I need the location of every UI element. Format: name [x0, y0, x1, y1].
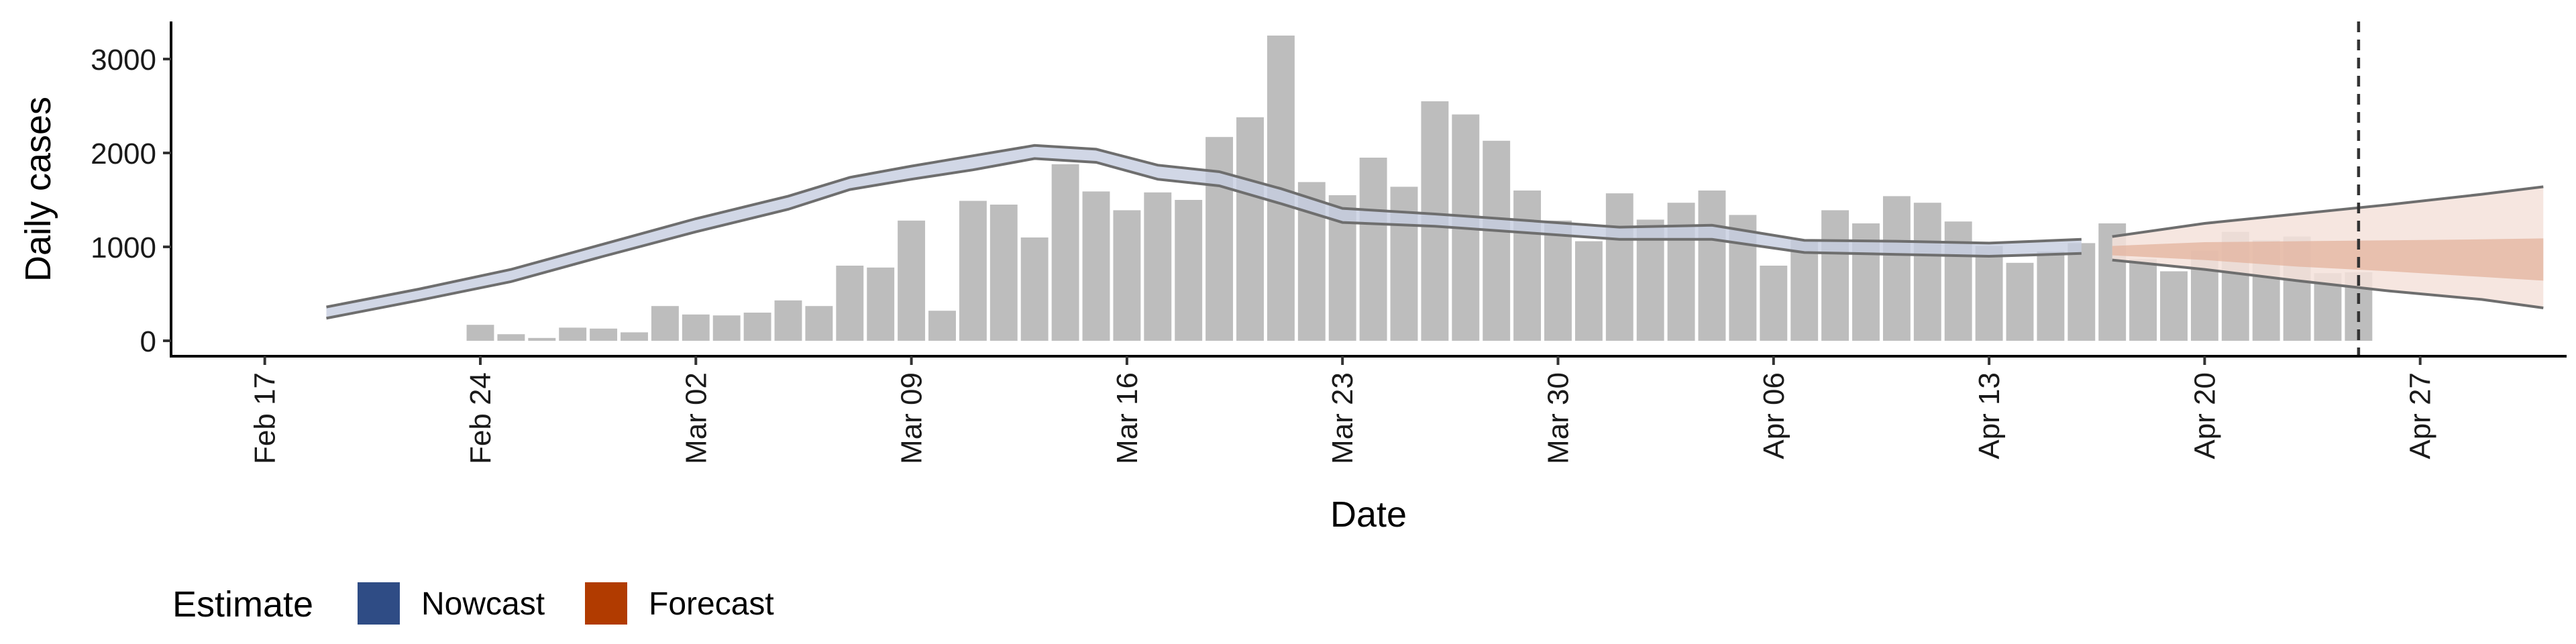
bar — [1359, 158, 1387, 341]
bar — [1760, 266, 1788, 341]
x-tick-label: Apr 13 — [1973, 372, 2006, 460]
x-tick-label: Feb 24 — [464, 372, 497, 464]
bar — [1944, 221, 1972, 341]
bar — [466, 325, 494, 341]
legend-title: Estimate — [172, 584, 313, 625]
nowcast-band-fill — [326, 145, 2082, 319]
bar — [1790, 239, 1819, 341]
bar — [805, 306, 833, 341]
nowcast-upper-line — [326, 144, 2082, 309]
bar — [2129, 259, 2157, 341]
bar — [1205, 137, 1234, 341]
legend-swatch-nowcast — [358, 582, 400, 625]
x-tick-label: Apr 20 — [2188, 372, 2221, 460]
bar — [1051, 164, 1079, 341]
bar — [621, 332, 648, 341]
bar — [743, 313, 771, 341]
forecast-upper-line — [2112, 185, 2544, 238]
x-tick-label: Apr 27 — [2404, 372, 2437, 460]
y-axis-ticks: 0 1000 2000 3000 — [91, 44, 171, 358]
bar — [774, 300, 802, 341]
case-bars — [466, 36, 2373, 341]
x-axis-title: Date — [1330, 494, 1407, 535]
bar — [1020, 237, 1049, 341]
bar — [1913, 203, 1941, 341]
bar — [1975, 246, 2003, 341]
bar — [682, 314, 710, 341]
legend-swatch-forecast — [585, 582, 627, 625]
bar — [1144, 192, 1172, 341]
bar — [898, 220, 926, 341]
x-tick-label: Mar 09 — [896, 372, 928, 464]
y-tick-label: 0 — [140, 325, 156, 358]
bar — [1513, 191, 1542, 341]
bar — [1113, 210, 1141, 341]
nowcast-band — [326, 144, 2082, 320]
bar — [651, 306, 679, 341]
y-tick-label: 3000 — [91, 44, 156, 76]
forecast-band — [2112, 185, 2544, 309]
bar — [2068, 243, 2096, 341]
legend-label-nowcast: Nowcast — [421, 586, 545, 622]
y-tick-label: 2000 — [91, 138, 156, 170]
bar — [989, 205, 1018, 341]
x-tick-label: Mar 23 — [1326, 372, 1359, 464]
bar — [2006, 262, 2034, 341]
bar — [712, 315, 741, 341]
bar — [928, 311, 956, 341]
legend: Estimate Nowcast Forecast — [172, 582, 774, 625]
y-axis-title: Daily cases — [18, 97, 58, 282]
forecast-inner-band — [2112, 238, 2544, 281]
x-tick-label: Feb 17 — [249, 372, 282, 464]
bar — [590, 328, 618, 341]
bar — [1882, 196, 1911, 341]
bar — [1082, 191, 1110, 341]
x-tick-label: Mar 30 — [1542, 372, 1575, 464]
bar — [1667, 203, 1695, 341]
bar — [1544, 220, 1572, 341]
bar — [559, 327, 587, 341]
bar — [1390, 186, 1418, 341]
bar — [1175, 200, 1203, 341]
bar — [1821, 210, 1849, 341]
y-tick-label: 1000 — [91, 231, 156, 264]
bar — [528, 337, 556, 341]
bar — [2160, 271, 2188, 341]
x-tick-label: Mar 16 — [1111, 372, 1144, 464]
bar — [1236, 117, 1264, 341]
bar — [867, 267, 895, 341]
legend-label-forecast: Forecast — [649, 586, 774, 622]
bar — [2037, 252, 2065, 341]
bar — [1698, 191, 1726, 341]
bar — [1605, 193, 1633, 341]
x-tick-label: Apr 06 — [1758, 372, 1790, 460]
bar — [959, 201, 987, 341]
forecast-lower-line — [2112, 258, 2544, 309]
bar — [1574, 241, 1603, 341]
x-tick-label: Mar 02 — [680, 372, 712, 464]
bar — [497, 334, 525, 341]
x-axis-ticks: Feb 17 Feb 24 Mar 02 Mar 09 Mar 16 Mar 23 Mar … — [249, 356, 2437, 464]
bar — [1483, 140, 1511, 341]
bar — [836, 266, 864, 341]
nowcast-lower-line — [326, 157, 2082, 320]
